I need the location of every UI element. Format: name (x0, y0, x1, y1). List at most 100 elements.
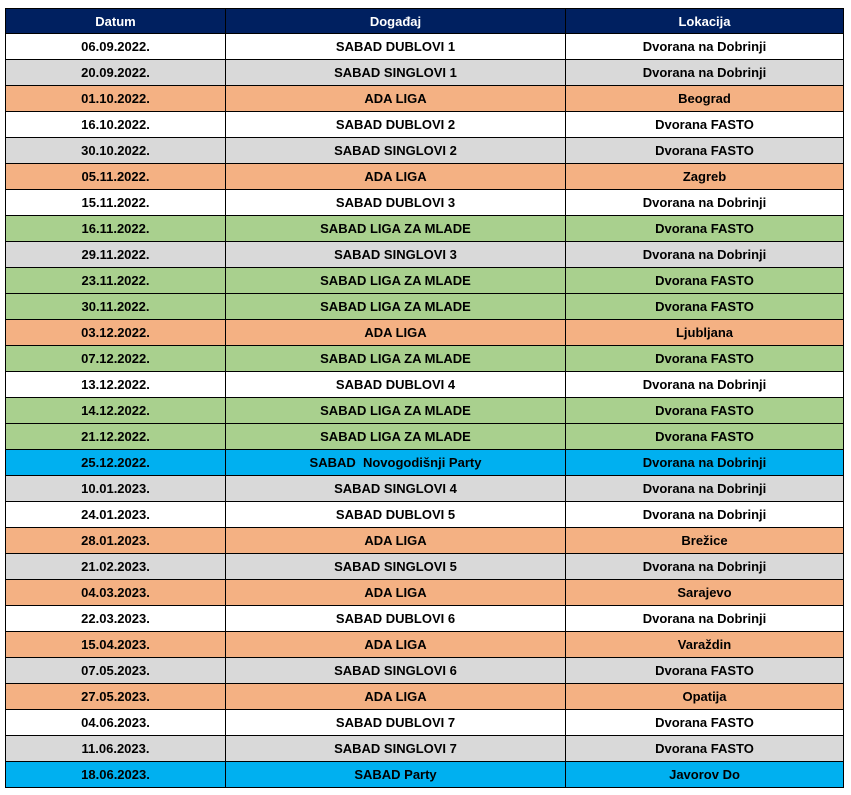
date-cell: 15.04.2023. (5, 631, 226, 658)
location-cell: Dvorana na Dobrinji (565, 475, 844, 502)
table-row: 15.11.2022. SABAD DUBLOVI 3 Dvorana na Dob… (5, 189, 844, 216)
date-cell: 04.03.2023. (5, 579, 226, 606)
location-cell: Dvorana na Dobrinji (565, 605, 844, 632)
date-cell: 30.11.2022. (5, 293, 226, 320)
event-cell: ADA LIGA (225, 683, 566, 710)
date-cell: 07.05.2023. (5, 657, 226, 684)
table-row: 01.10.2022. ADA LIGA Beograd (5, 85, 844, 112)
date-cell: 14.12.2022. (5, 397, 226, 424)
location-cell: Opatija (565, 683, 844, 710)
header-event: Događaj (225, 8, 566, 34)
table-row: 23.11.2022. SABAD LIGA ZA MLADE Dvorana FA… (5, 267, 844, 294)
table-row: 03.12.2022. ADA LIGA Ljubljana (5, 319, 844, 346)
table-row: 29.11.2022. SABAD SINGLOVI 3 Dvorana na Do… (5, 241, 844, 268)
date-cell: 28.01.2023. (5, 527, 226, 554)
event-cell: SABAD LIGA ZA MLADE (225, 423, 566, 450)
date-cell: 22.03.2023. (5, 605, 226, 632)
event-cell: SABAD DUBLOVI 5 (225, 501, 566, 528)
date-cell: 30.10.2022. (5, 137, 226, 164)
table-row: 30.10.2022. SABAD SINGLOVI 2 Dvorana FASTO (5, 137, 844, 164)
event-cell: SABAD DUBLOVI 6 (225, 605, 566, 632)
date-cell: 18.06.2023. (5, 761, 226, 788)
date-cell: 27.05.2023. (5, 683, 226, 710)
event-cell: SABAD LIGA ZA MLADE (225, 293, 566, 320)
location-cell: Dvorana na Dobrinji (565, 189, 844, 216)
location-cell: Dvorana na Dobrinji (565, 371, 844, 398)
table-row: 11.06.2023. SABAD SINGLOVI 7 Dvorana FASTO (5, 735, 844, 762)
table-row: 21.02.2023. SABAD SINGLOVI 5 Dvorana na Do… (5, 553, 844, 580)
table-row: 05.11.2022. ADA LIGA Zagreb (5, 163, 844, 190)
schedule-table-container: Datum Događaj Lokacija 06.09.2022. SABAD … (5, 8, 844, 788)
event-cell: SABAD LIGA ZA MLADE (225, 397, 566, 424)
event-cell: SABAD LIGA ZA MLADE (225, 345, 566, 372)
date-cell: 23.11.2022. (5, 267, 226, 294)
table-row: 07.05.2023. SABAD SINGLOVI 6 Dvorana FASTO (5, 657, 844, 684)
date-cell: 03.12.2022. (5, 319, 226, 346)
location-cell: Beograd (565, 85, 844, 112)
table-row: 30.11.2022. SABAD LIGA ZA MLADE Dvorana FA… (5, 293, 844, 320)
event-cell: SABAD DUBLOVI 4 (225, 371, 566, 398)
table-row: 28.01.2023. ADA LIGA Brežice (5, 527, 844, 554)
location-cell: Dvorana na Dobrinji (565, 33, 844, 60)
event-cell: SABAD Novogodišnji Party (225, 449, 566, 476)
table-row: 18.06.2023. SABAD Party Javorov Do (5, 761, 844, 788)
date-cell: 06.09.2022. (5, 33, 226, 60)
location-cell: Dvorana FASTO (565, 267, 844, 294)
location-cell: Dvorana FASTO (565, 345, 844, 372)
location-cell: Dvorana na Dobrinji (565, 501, 844, 528)
date-cell: 13.12.2022. (5, 371, 226, 398)
event-cell: SABAD SINGLOVI 6 (225, 657, 566, 684)
table-row: 22.03.2023. SABAD DUBLOVI 6 Dvorana na Dob… (5, 605, 844, 632)
location-cell: Dvorana FASTO (565, 709, 844, 736)
event-cell: ADA LIGA (225, 163, 566, 190)
table-header-row: Datum Događaj Lokacija (5, 8, 844, 34)
location-cell: Dvorana na Dobrinji (565, 59, 844, 86)
date-cell: 16.11.2022. (5, 215, 226, 242)
location-cell: Dvorana FASTO (565, 137, 844, 164)
date-cell: 15.11.2022. (5, 189, 226, 216)
event-cell: SABAD LIGA ZA MLADE (225, 215, 566, 242)
location-cell: Dvorana FASTO (565, 735, 844, 762)
location-cell: Dvorana FASTO (565, 423, 844, 450)
table-row: 06.09.2022. SABAD DUBLOVI 1 Dvorana na Dob… (5, 33, 844, 60)
location-cell: Dvorana FASTO (565, 293, 844, 320)
event-cell: SABAD DUBLOVI 7 (225, 709, 566, 736)
location-cell: Sarajevo (565, 579, 844, 606)
location-cell: Dvorana FASTO (565, 397, 844, 424)
date-cell: 16.10.2022. (5, 111, 226, 138)
table-row: 14.12.2022. SABAD LIGA ZA MLADE Dvorana FA… (5, 397, 844, 424)
header-date: Datum (5, 8, 226, 34)
event-cell: SABAD LIGA ZA MLADE (225, 267, 566, 294)
table-row: 04.06.2023. SABAD DUBLOVI 7 Dvorana FASTO (5, 709, 844, 736)
event-cell: SABAD DUBLOVI 1 (225, 33, 566, 60)
event-cell: SABAD DUBLOVI 2 (225, 111, 566, 138)
event-cell: SABAD SINGLOVI 4 (225, 475, 566, 502)
location-cell: Javorov Do (565, 761, 844, 788)
date-cell: 24.01.2023. (5, 501, 226, 528)
location-cell: Dvorana FASTO (565, 111, 844, 138)
date-cell: 07.12.2022. (5, 345, 226, 372)
date-cell: 01.10.2022. (5, 85, 226, 112)
date-cell: 29.11.2022. (5, 241, 226, 268)
location-cell: Dvorana na Dobrinji (565, 449, 844, 476)
header-location: Lokacija (565, 8, 844, 34)
event-cell: ADA LIGA (225, 631, 566, 658)
location-cell: Brežice (565, 527, 844, 554)
table-row: 07.12.2022. SABAD LIGA ZA MLADE Dvorana FA… (5, 345, 844, 372)
event-cell: SABAD SINGLOVI 2 (225, 137, 566, 164)
table-row: 04.03.2023. ADA LIGA Sarajevo (5, 579, 844, 606)
event-cell: ADA LIGA (225, 319, 566, 346)
date-cell: 05.11.2022. (5, 163, 226, 190)
event-cell: ADA LIGA (225, 85, 566, 112)
date-cell: 10.01.2023. (5, 475, 226, 502)
table-row: 10.01.2023. SABAD SINGLOVI 4 Dvorana na Do… (5, 475, 844, 502)
date-cell: 20.09.2022. (5, 59, 226, 86)
location-cell: Dvorana na Dobrinji (565, 553, 844, 580)
location-cell: Dvorana na Dobrinji (565, 241, 844, 268)
event-cell: ADA LIGA (225, 527, 566, 554)
event-cell: SABAD Party (225, 761, 566, 788)
location-cell: Zagreb (565, 163, 844, 190)
event-cell: SABAD SINGLOVI 1 (225, 59, 566, 86)
date-cell: 21.02.2023. (5, 553, 226, 580)
table-row: 21.12.2022. SABAD LIGA ZA MLADE Dvorana FA… (5, 423, 844, 450)
